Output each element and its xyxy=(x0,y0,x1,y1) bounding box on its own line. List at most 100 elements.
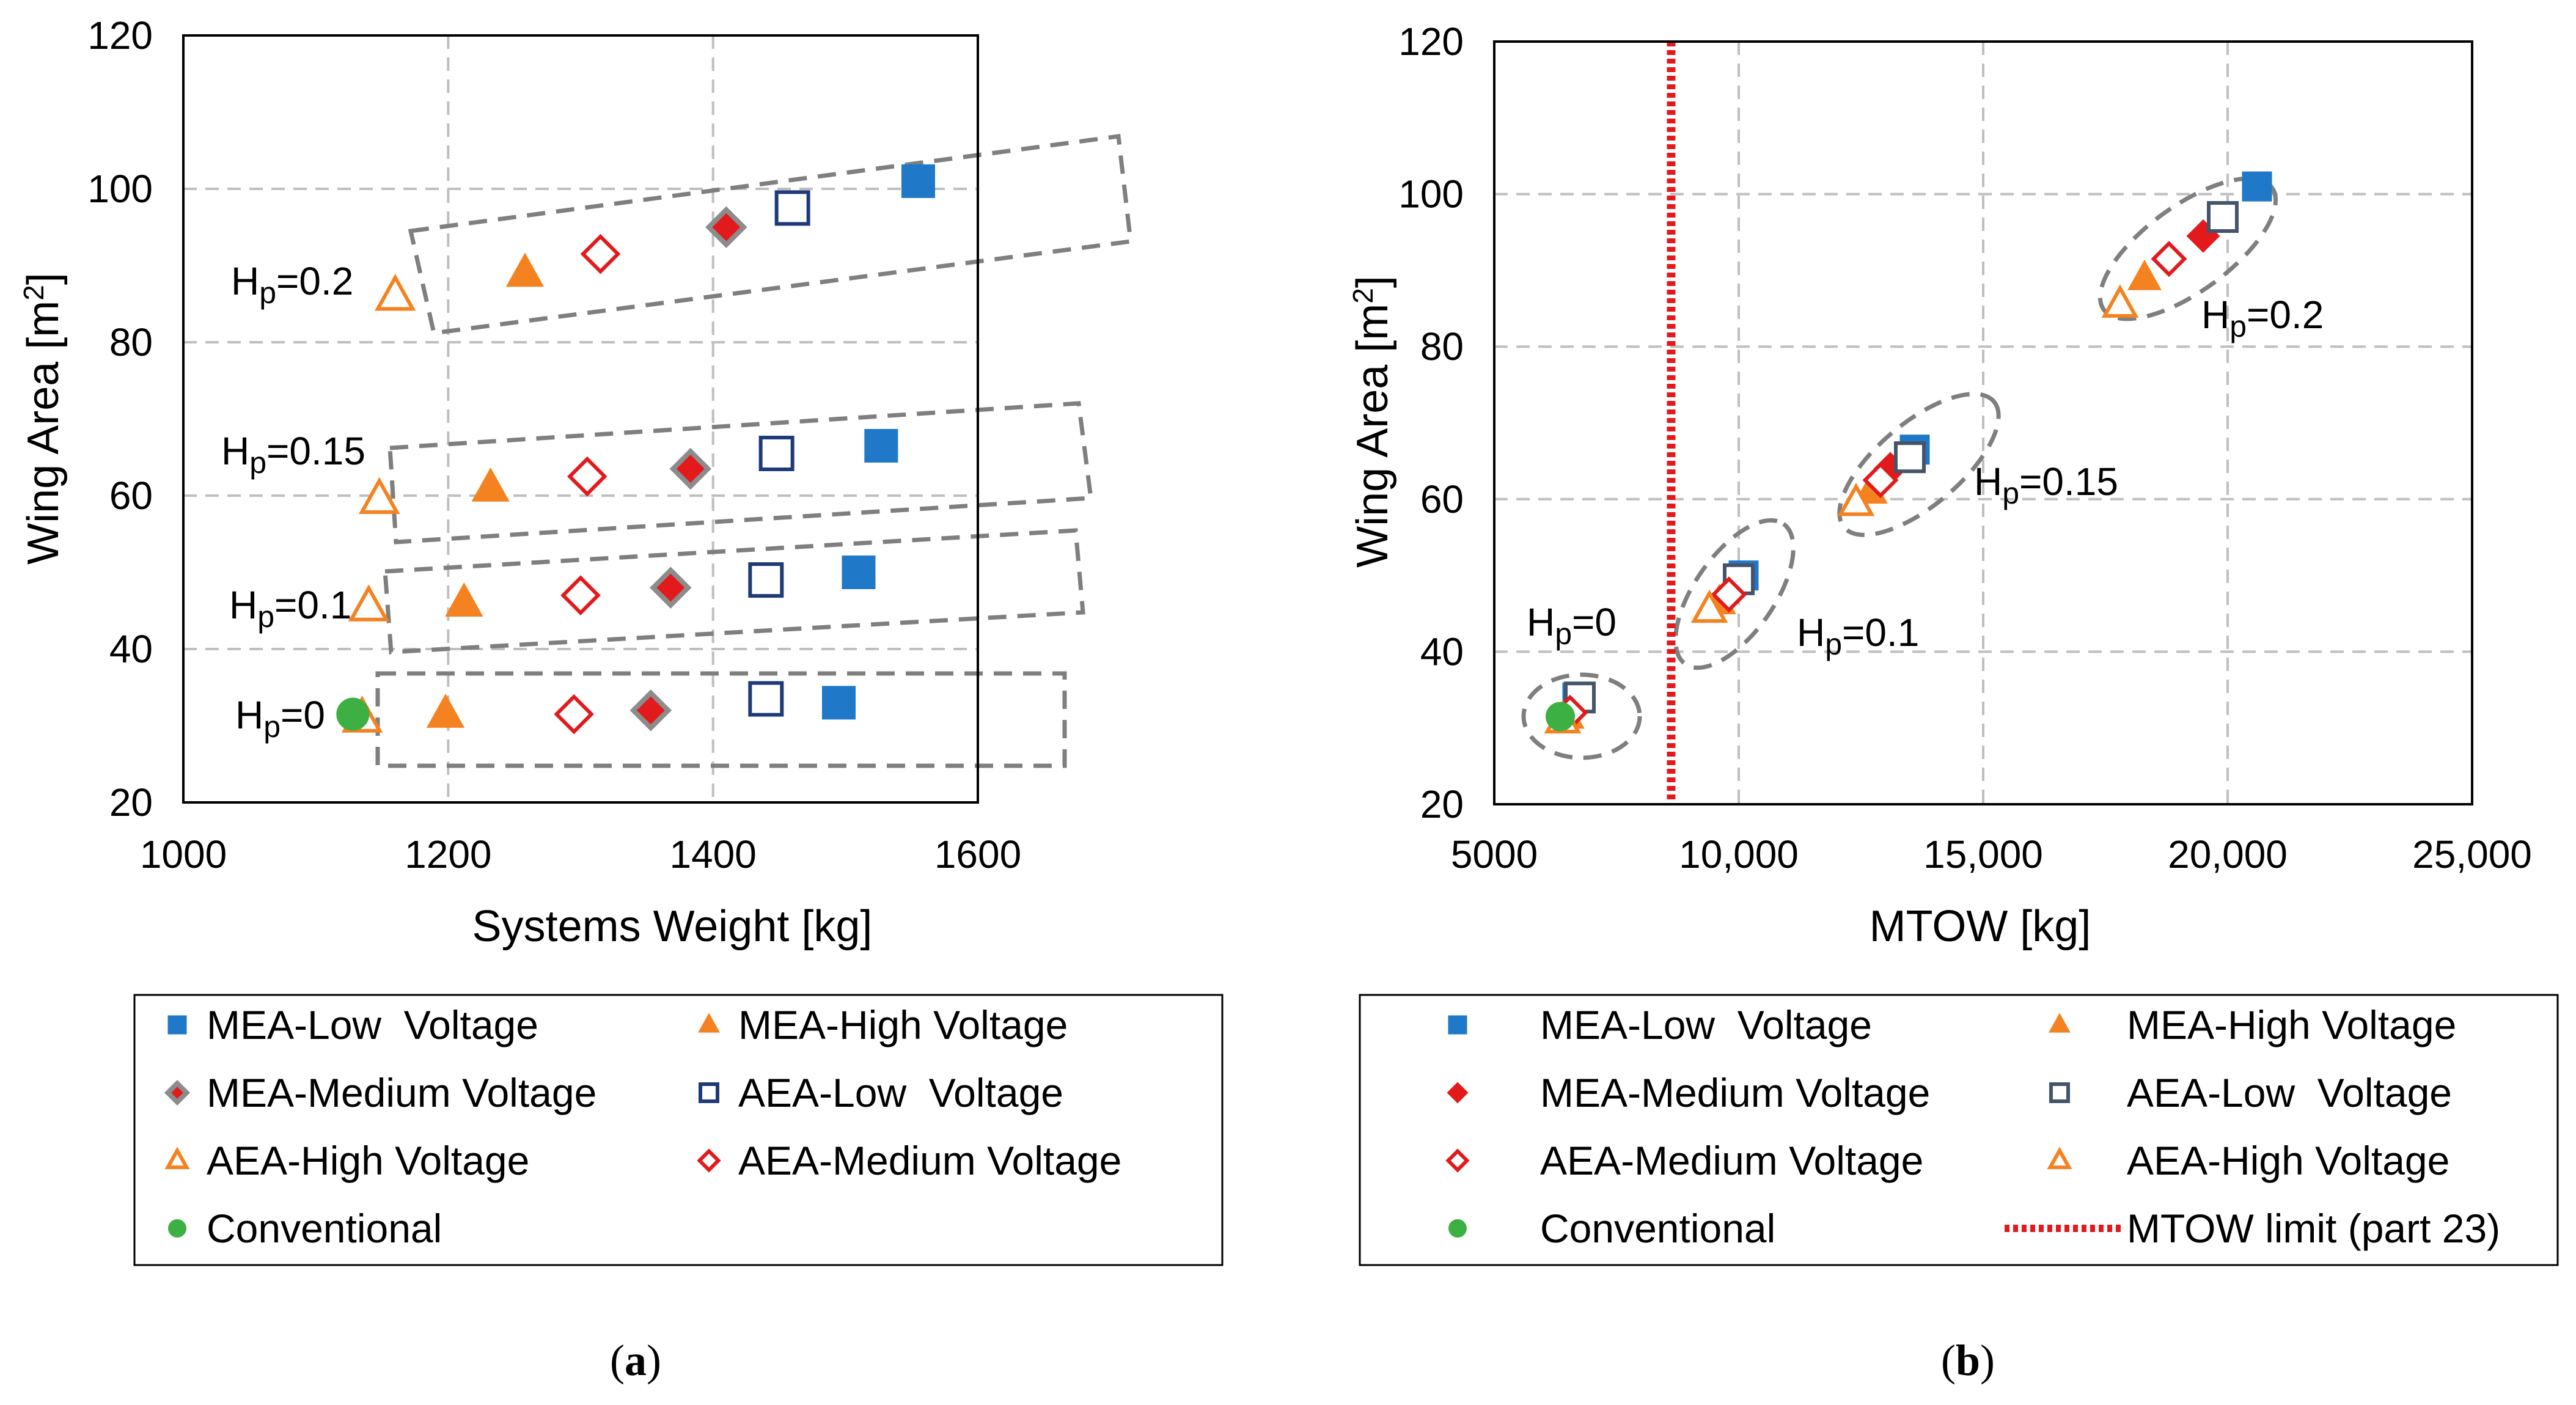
legend-label: AEA-Low Voltage xyxy=(738,1070,1063,1115)
legend-marker-aea-high-voltage xyxy=(2047,1146,2072,1170)
data-point-mea-low-voltage-3 xyxy=(901,164,935,198)
annotation-02-3: Hp=0.2 xyxy=(231,259,353,310)
annotation-015-2: Hp=0.15 xyxy=(221,429,365,480)
legend-marker-mea-medium-voltage xyxy=(1447,1082,1469,1104)
data-point-mea-low-voltage-0 xyxy=(822,686,856,720)
data-point-aea-medium-voltage-3 xyxy=(580,233,621,274)
annotation-01-1-h: H xyxy=(229,583,257,627)
panel-b: 5000 10,000 15,000 20,000 25,000 20 40 60 80 100… xyxy=(1347,20,2559,1385)
panel-b-grid xyxy=(1494,42,2472,804)
panel-a-plot-frame xyxy=(182,34,979,804)
panel-b-caption: (b) xyxy=(1941,1336,1995,1385)
legend-label: Conventional xyxy=(207,1206,442,1251)
y-tick-label: 20 xyxy=(109,780,153,824)
data-point-aea-medium-voltage-2 xyxy=(567,456,607,497)
annotation-02-3-h: H xyxy=(231,259,259,303)
legend-marker-aea-low-voltage xyxy=(699,1082,719,1103)
annotation-01-1: Hp=0.1 xyxy=(229,583,351,634)
data-point-aea-medium-voltage-3 xyxy=(2151,241,2187,277)
panel-a-y-axis-label-superscript: 2 xyxy=(18,285,50,301)
data-point-conventional-0 xyxy=(1546,702,1575,732)
annotation-01-1-sub: p xyxy=(257,600,274,634)
annotation-015-2-h: H xyxy=(221,429,249,473)
annotation-02-3: Hp=0.2 xyxy=(2201,293,2324,343)
panel-a: 1000 1200 1400 1600 20 40 60 80 100 120 Systems … xyxy=(18,13,1224,1385)
legend-label: AEA-High Voltage xyxy=(207,1138,529,1183)
legend-label: AEA-Medium Voltage xyxy=(738,1138,1121,1183)
panel-a-group-boxes xyxy=(375,134,1133,768)
annotation-02-3-h: H xyxy=(2201,293,2229,337)
panel-a-y-tick-labels: 20 40 60 80 100 120 xyxy=(87,13,153,824)
annotation-01-1-rest: =0.1 xyxy=(1842,611,1919,655)
panel-b-y-axis-label-superscript: 2 xyxy=(1347,288,1379,304)
panel-b-data-points xyxy=(1544,171,2272,734)
group-ellipse-1 xyxy=(1673,518,1796,670)
annotation-02-3-rest: =0.2 xyxy=(276,259,353,303)
data-point-mea-medium-voltage-3 xyxy=(705,206,747,249)
panel-b-y-tick-labels: 20 40 60 80 100 120 xyxy=(1398,20,1464,826)
x-tick-label: 10,000 xyxy=(1679,832,1799,876)
data-point-mea-high-voltage-1 xyxy=(445,582,483,617)
legend-label: AEA-High Voltage xyxy=(2127,1138,2449,1183)
group-box-3 xyxy=(408,134,1133,336)
annotation-02-3-sub: p xyxy=(2229,309,2247,343)
panel-b-x-tick-labels: 5000 10,000 15,000 20,000 25,000 xyxy=(1451,832,2532,876)
y-tick-label: 60 xyxy=(109,474,153,518)
panel-b-x-axis-label: MTOW [kg] xyxy=(1870,902,2091,951)
y-tick-label: 120 xyxy=(1398,20,1464,64)
legend-label: MTOW limit (part 23) xyxy=(2127,1206,2500,1251)
panel-a-x-tick-labels: 1000 1200 1400 1600 xyxy=(140,832,1021,876)
x-tick-label: 5000 xyxy=(1451,832,1538,876)
data-point-mea-medium-voltage-2 xyxy=(669,447,712,490)
legend-marker-mea-low-voltage xyxy=(1448,1015,1467,1035)
data-point-mea-low-voltage-1 xyxy=(842,556,876,589)
legend-label: Conventional xyxy=(1540,1206,1775,1251)
data-point-aea-low-voltage-0 xyxy=(748,681,784,717)
legend-marker-conventional xyxy=(168,1219,186,1238)
data-point-mea-low-voltage-3 xyxy=(2242,171,2272,202)
annotation-015-2: Hp=0.15 xyxy=(1974,460,2118,510)
legend-marker-aea-high-voltage xyxy=(164,1146,190,1170)
panel-b-y-axis-label: Wing Area [m2] xyxy=(1347,276,1397,568)
data-point-aea-high-voltage-3 xyxy=(2101,284,2139,318)
annotation-02-3-rest: =0.2 xyxy=(2247,293,2324,337)
legend-label: AEA-Low Voltage xyxy=(2127,1070,2452,1115)
y-tick-label: 40 xyxy=(1420,629,1464,673)
annotation-0-0: Hp=0 xyxy=(235,693,325,744)
data-point-aea-low-voltage-1 xyxy=(748,562,784,598)
caption-open-paren: ( xyxy=(1941,1336,1956,1385)
legend-label: MEA-High Voltage xyxy=(738,1002,1068,1047)
data-point-aea-medium-voltage-2 xyxy=(1862,462,1899,499)
data-point-aea-low-voltage-2 xyxy=(758,435,794,471)
annotation-01-1-sub: p xyxy=(1825,627,1842,661)
caption-letter-b: b xyxy=(1956,1336,1980,1385)
y-tick-label: 60 xyxy=(1420,477,1464,521)
data-point-aea-medium-voltage-1 xyxy=(1711,576,1747,613)
legend-label: MEA-Low Voltage xyxy=(1540,1002,1872,1047)
data-point-aea-high-voltage-1 xyxy=(1690,589,1728,623)
y-tick-label: 40 xyxy=(109,627,153,671)
annotation-0-0-sub: p xyxy=(1555,617,1572,651)
data-point-aea-high-voltage-3 xyxy=(374,273,416,311)
data-point-aea-low-voltage-3 xyxy=(774,190,810,226)
annotation-015-2-rest: =0.15 xyxy=(266,429,365,473)
legend-marker-aea-medium-voltage xyxy=(697,1148,721,1173)
legend-label: AEA-Medium Voltage xyxy=(1540,1138,1923,1183)
x-tick-label: 25,000 xyxy=(2412,832,2532,876)
group-ellipse-3 xyxy=(2097,176,2278,321)
legend-label: MEA-Low Voltage xyxy=(207,1002,538,1047)
data-point-aea-low-voltage-2 xyxy=(1894,441,1926,474)
data-point-mea-high-voltage-2 xyxy=(471,467,510,502)
data-point-mea-medium-voltage-1 xyxy=(650,567,692,609)
y-tick-label: 80 xyxy=(1420,325,1464,369)
y-tick-label: 100 xyxy=(1398,172,1464,216)
annotation-015-2-rest: =0.15 xyxy=(2019,460,2118,504)
panel-b-plot-frame xyxy=(1493,40,2473,805)
panel-a-legend-box xyxy=(133,994,1224,1266)
legend-marker-aea-medium-voltage xyxy=(1445,1148,1470,1173)
panel-a-y-axis-label-close: ] xyxy=(19,273,68,285)
legend-label: MEA-Medium Voltage xyxy=(1540,1070,1930,1115)
panel-a-y-axis-label-base: Wing Area [m xyxy=(19,301,68,565)
